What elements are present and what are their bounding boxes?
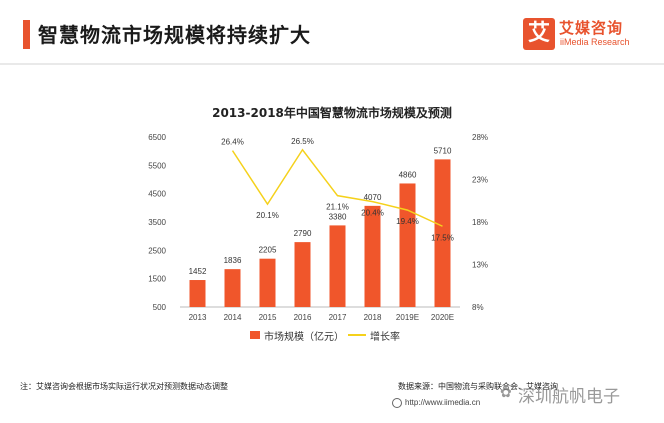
footnote: 注：艾媒咨询会根据市场实际运行状况对预测数据动态调整 xyxy=(20,382,228,391)
bar-value-label: 4860 xyxy=(399,170,417,179)
line-value-label: 20.1% xyxy=(256,211,279,220)
bar-2017 xyxy=(329,225,346,307)
bar-2016 xyxy=(294,242,311,307)
logo-mark-icon: 艾 xyxy=(523,18,555,50)
bar-value-label: 1836 xyxy=(224,256,242,265)
page-title: 智慧物流市场规模将持续扩大 xyxy=(38,23,311,47)
chart-title: 2013-2018年中国智慧物流市场规模及预测 xyxy=(212,106,452,120)
line-value-label: 19.4% xyxy=(396,217,419,226)
y-right-tick-label: 13% xyxy=(472,261,488,270)
x-tick-label: 2017 xyxy=(329,313,347,322)
legend-label-growth-rate: 增长率 xyxy=(370,332,400,343)
y-left-tick-label: 4500 xyxy=(148,190,166,199)
x-tick-label: 2013 xyxy=(189,313,207,322)
y-left-tick-label: 5500 xyxy=(148,161,166,170)
x-tick-label: 2018 xyxy=(364,313,382,322)
data-source: 数据来源：中国物流与采购联合会、艾媒咨询 xyxy=(398,382,558,391)
bar-2014 xyxy=(224,269,241,307)
growth-rate-line xyxy=(231,148,443,227)
iimedia-logo: 艾 艾媒咨询 iiMedia Research xyxy=(523,18,645,54)
legend-label-market-size: 市场规模（亿元） xyxy=(264,332,344,343)
bar-value-label: 5710 xyxy=(434,146,452,155)
y-left-tick-label: 500 xyxy=(153,303,167,312)
bar-2015 xyxy=(259,258,276,307)
bar-2019E xyxy=(399,183,416,307)
bar-2018 xyxy=(364,205,381,307)
watermark: 深圳航帆电子 xyxy=(518,387,620,407)
header-divider xyxy=(0,63,664,65)
y-left-tick-label: 3500 xyxy=(148,218,166,227)
title-accent-bar xyxy=(23,20,30,49)
line-value-label: 17.5% xyxy=(431,233,454,242)
x-tick-label: 2016 xyxy=(294,313,312,322)
bar-2020E xyxy=(434,159,451,307)
y-right-tick-label: 18% xyxy=(472,218,488,227)
x-tick-label: 2015 xyxy=(259,313,277,322)
line-value-label: 21.1% xyxy=(326,203,349,212)
bar-value-label: 2790 xyxy=(294,229,312,238)
bar-2013 xyxy=(189,280,206,307)
bar-value-label: 4070 xyxy=(364,193,382,202)
x-tick-label: 2019E xyxy=(396,313,419,322)
y-right-tick-label: 23% xyxy=(472,176,488,185)
line-value-label: 26.4% xyxy=(221,138,244,147)
line-value-label: 26.5% xyxy=(291,137,314,146)
bar-value-label: 2205 xyxy=(259,246,277,255)
x-tick-label: 2014 xyxy=(224,313,242,322)
logo-name-en: iiMedia Research xyxy=(560,37,630,47)
legend-line-swatch xyxy=(348,334,366,336)
legend-bar-swatch xyxy=(250,331,260,339)
line-value-label: 20.4% xyxy=(361,209,384,218)
logo-name-cn: 艾媒咨询 xyxy=(559,19,624,37)
x-tick-label: 2020E xyxy=(431,313,454,322)
globe-icon xyxy=(392,398,402,408)
y-left-tick-label: 2500 xyxy=(148,246,166,255)
bar-value-label: 1452 xyxy=(189,267,207,276)
y-left-tick-label: 1500 xyxy=(148,275,166,284)
y-right-tick-label: 28% xyxy=(472,133,488,142)
y-right-tick-label: 8% xyxy=(472,303,484,312)
website-link: http://www.iimedia.cn xyxy=(405,398,481,407)
wechat-icon: ✿ xyxy=(500,385,512,401)
bar-value-label: 3380 xyxy=(329,212,347,221)
y-left-tick-label: 6500 xyxy=(148,133,166,142)
